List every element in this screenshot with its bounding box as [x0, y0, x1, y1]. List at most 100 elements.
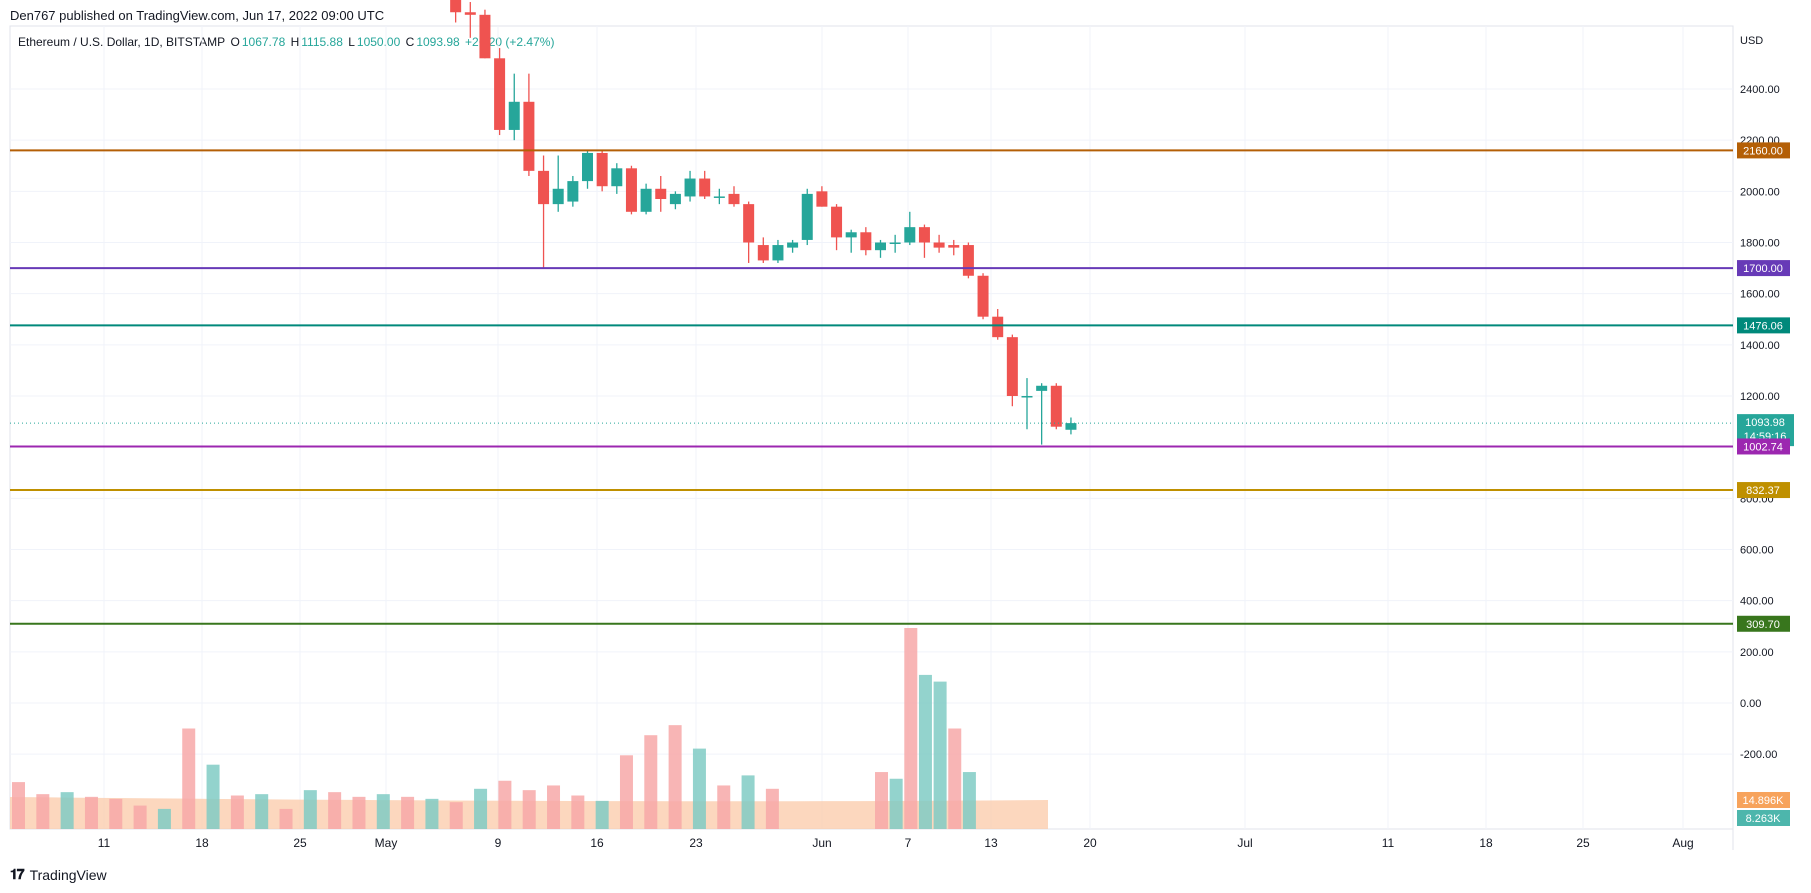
level-label: 309.70 [1746, 619, 1780, 631]
volume-bar [571, 795, 585, 829]
volume-bar [765, 788, 779, 829]
currency-label: USD [1740, 35, 1763, 47]
volume-bar [230, 795, 244, 829]
y-tick-label: 600.00 [1740, 545, 1774, 557]
candle-body [1006, 337, 1018, 396]
candle-body [977, 275, 989, 317]
candle-body [684, 178, 696, 197]
y-tick-label: 0.00 [1740, 698, 1761, 710]
volume-bar [498, 780, 512, 829]
candle-body [508, 101, 520, 130]
x-tick-label: Aug [1672, 836, 1693, 850]
volume-bar [595, 800, 609, 829]
level-badge [1737, 142, 1790, 159]
candle-body [933, 242, 945, 248]
volume-bar [36, 794, 50, 829]
candle-body [787, 242, 799, 248]
tradingview-brand[interactable]: 𝟏𝟕 TradingView [10, 866, 107, 883]
y-tick-label: 1800.00 [1740, 238, 1780, 250]
volume-bar [84, 796, 98, 829]
candle-body [655, 188, 667, 200]
x-tick-label: 20 [1083, 836, 1097, 850]
y-tick-label: 1200.00 [1740, 391, 1780, 403]
publisher-line: Den767 published on TradingView.com, Jun… [10, 8, 385, 23]
candle-body [567, 181, 579, 202]
level-label: 1476.06 [1743, 320, 1783, 332]
low-label: L [348, 35, 355, 49]
volume-label: 14.896K [1743, 795, 1785, 807]
plot-frame [9, 25, 1734, 830]
volume-bar [889, 778, 903, 829]
volume-bar [692, 748, 706, 829]
candle-body [582, 152, 593, 182]
x-tick-label: 11 [1382, 836, 1395, 850]
y-tick-label: 2400.00 [1740, 84, 1780, 96]
candle-body [640, 188, 652, 212]
close-value: 1093.98 [416, 35, 460, 49]
volume-bar [933, 681, 947, 829]
volume-bar [717, 785, 731, 829]
volume-bar [401, 796, 415, 829]
y-tick-label: 2000.00 [1740, 186, 1780, 198]
level-badge [1737, 482, 1790, 499]
volume-bar [547, 785, 561, 829]
candle-body [875, 242, 886, 251]
volume-bar [328, 792, 342, 829]
volume-bar [12, 782, 25, 829]
y-tick-label: 400.00 [1740, 596, 1774, 608]
x-tick-label: 16 [590, 836, 604, 850]
candle-body [860, 232, 872, 251]
level-label: 1700.00 [1743, 263, 1783, 275]
symbol-title[interactable]: Ethereum / U.S. Dollar, 1D, BITSTAMP [18, 35, 226, 49]
candle-body [699, 178, 711, 197]
high-value: 1115.88 [301, 35, 343, 49]
x-tick-label: 18 [195, 836, 209, 850]
volume-bar [741, 775, 755, 829]
candle-body [596, 152, 608, 187]
volume-bar [644, 735, 658, 829]
volume-badge [1737, 810, 1790, 826]
brand-label: TradingView [29, 866, 107, 883]
x-tick-label: 9 [495, 836, 502, 850]
x-tick-label: 13 [984, 836, 998, 850]
candle-body [479, 14, 491, 59]
candle-body [889, 242, 901, 244]
candle-body [669, 193, 681, 205]
volume-bar [255, 794, 269, 829]
level-badge [1737, 438, 1790, 455]
candle-body [625, 168, 637, 212]
candle-body [962, 245, 974, 276]
volume-bar [474, 788, 488, 829]
close-label: C [405, 35, 415, 49]
volume-bar [279, 808, 293, 829]
candle-body [1065, 423, 1077, 430]
candle-body [1021, 396, 1033, 398]
y-tick-label: 200.00 [1740, 647, 1774, 659]
tradingview-logo-icon: 𝟏𝟕 [10, 866, 25, 882]
volume-bar [948, 728, 962, 829]
level-badge [1737, 615, 1790, 632]
volume-bar [619, 755, 633, 829]
volume-bar [303, 790, 317, 829]
candle-body [772, 245, 784, 261]
volume-bar [875, 772, 888, 829]
candle-body [464, 12, 476, 15]
candle-body [713, 196, 725, 198]
volume-badge [1737, 792, 1790, 808]
candle-body [611, 168, 623, 187]
volume-bar [182, 728, 196, 829]
x-tick-label: 18 [1479, 836, 1493, 850]
candle-body [992, 316, 1004, 338]
candle-body [845, 232, 857, 238]
volume-bar [109, 798, 123, 829]
x-tick-label: Jul [1237, 836, 1252, 850]
open-value: 1067.78 [241, 35, 286, 49]
candle-body [1050, 385, 1062, 427]
y-tick-label: 1400.00 [1740, 340, 1780, 352]
candle-body [757, 245, 769, 261]
candle-body [1036, 385, 1048, 391]
last-price-value: 1093.98 [1745, 417, 1785, 429]
volume-bar [904, 628, 918, 829]
volume-bar [206, 764, 220, 829]
